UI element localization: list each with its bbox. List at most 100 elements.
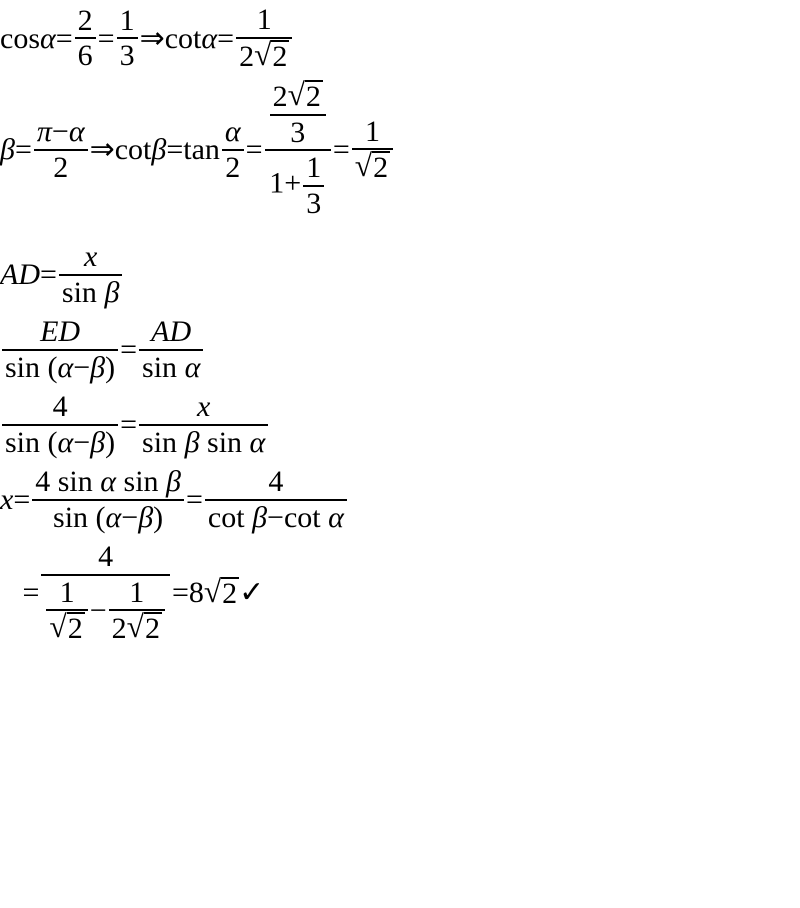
den: 1 √2 − 1 2√2	[41, 577, 170, 645]
num: 2√2	[270, 80, 326, 113]
radical-icon: √	[355, 150, 372, 182]
minus: −	[52, 115, 69, 148]
beta: β	[104, 276, 119, 309]
sqrt: √2	[254, 40, 289, 72]
text: )	[105, 426, 115, 459]
radical-icon: √	[254, 39, 271, 71]
coef: 2	[239, 40, 254, 73]
text: sin	[142, 426, 185, 459]
den: sin (α−β)	[50, 502, 166, 534]
frac-right: AD sin α	[139, 316, 203, 383]
equation-line-4: ED sin (α−β) = AD sin α	[0, 312, 800, 387]
den: sin α	[139, 352, 203, 384]
eq: =	[166, 133, 183, 166]
eq: =	[217, 22, 234, 55]
eq: =	[15, 133, 32, 166]
coef: 2	[273, 80, 288, 113]
frac-top: 2√2 3	[270, 80, 326, 148]
radical-icon: √	[204, 576, 221, 608]
text-cot: cot	[165, 22, 202, 55]
text-sin: sin	[62, 276, 105, 309]
den: sin β sin α	[139, 427, 268, 459]
eq: =	[120, 408, 137, 441]
beta: β	[166, 465, 181, 498]
AD: AD	[0, 258, 40, 291]
num: 1	[57, 577, 78, 609]
num: 4 sin α sin β	[32, 466, 184, 498]
radicand: 2	[305, 80, 323, 112]
eq: =	[333, 133, 350, 166]
x: x	[0, 483, 13, 516]
text: sin	[142, 351, 185, 384]
den: sin (α−β)	[2, 352, 118, 384]
alpha: α	[58, 351, 74, 384]
radical-icon: √	[49, 611, 66, 643]
sqrt: √2	[127, 612, 162, 644]
den: 3	[117, 40, 138, 72]
num: 2√2 3	[265, 80, 331, 148]
num: AD	[148, 316, 194, 348]
sqrt: √2	[288, 80, 323, 112]
text: sin (	[5, 426, 58, 459]
radical-icon: √	[127, 611, 144, 643]
equation-line-7: = 4 1 √2 − 1 2√2 = 8√2 ✓	[0, 537, 800, 649]
pi: π	[37, 115, 52, 148]
text-tan: tan	[183, 133, 220, 166]
num: 4	[95, 541, 116, 573]
spacer	[0, 223, 800, 237]
text: sin (	[53, 501, 106, 534]
implies: ⇒	[90, 133, 115, 166]
den: cot β−cot α	[205, 502, 347, 534]
radicand: 2	[271, 40, 289, 72]
eq: =	[56, 22, 73, 55]
alpha: α	[58, 426, 74, 459]
den: sin (α−β)	[2, 427, 118, 459]
num: 1	[117, 5, 138, 37]
indent	[0, 576, 23, 609]
text-cos: cos	[0, 22, 40, 55]
frac-B: 1 2√2	[109, 577, 165, 645]
frac-left: ED sin (α−β)	[2, 316, 118, 383]
num: 4	[265, 466, 286, 498]
den: 6	[75, 40, 96, 72]
num: 1	[303, 152, 324, 184]
eq: =	[172, 576, 189, 609]
text-cot: cot	[115, 133, 152, 166]
frac-left: 4 sin α sin β sin (α−β)	[32, 466, 184, 533]
num: 4	[50, 391, 71, 423]
eq: =	[13, 483, 30, 516]
den: √2	[46, 612, 87, 645]
den: 3	[303, 188, 324, 220]
equation-line-2: β = π−α 2 ⇒ cot β = tan α 2 = 2√2 3 1+	[0, 76, 800, 223]
implies: ⇒	[140, 22, 165, 55]
beta: β	[185, 426, 200, 459]
text: sin	[200, 426, 250, 459]
beta: β	[90, 351, 105, 384]
minus: −	[73, 426, 90, 459]
beta: β	[138, 501, 153, 534]
check-icon: ✓	[239, 576, 264, 609]
frac-2-6: 2 6	[75, 5, 96, 72]
equation-line-6: x = 4 sin α sin β sin (α−β) = 4 cot β−co…	[0, 462, 800, 537]
alpha: α	[106, 501, 122, 534]
eq: =	[246, 133, 263, 166]
equation-line-3: AD = x sin β	[0, 237, 800, 312]
equation-line-1: cos α = 2 6 = 1 3 ⇒ cot α = 1 2√2	[0, 0, 800, 76]
frac-A: 1 √2	[46, 577, 87, 645]
beta: β	[252, 501, 267, 534]
num: 1	[254, 4, 275, 36]
radical-icon: √	[288, 79, 305, 111]
sqrt: √2	[49, 612, 84, 644]
text: cot	[284, 501, 328, 534]
num: 1	[126, 577, 147, 609]
num: π−α	[34, 116, 88, 148]
sqrt: √2	[355, 151, 390, 183]
frac-big: 4 1 √2 − 1 2√2	[41, 541, 170, 645]
text: 4 sin	[35, 465, 100, 498]
frac-x-sinb: x sin β	[59, 241, 122, 308]
minus: −	[267, 501, 284, 534]
den: 2	[50, 152, 71, 184]
sqrt: √2	[204, 577, 239, 609]
eq: =	[98, 22, 115, 55]
frac-alpha-2: α 2	[222, 116, 244, 183]
